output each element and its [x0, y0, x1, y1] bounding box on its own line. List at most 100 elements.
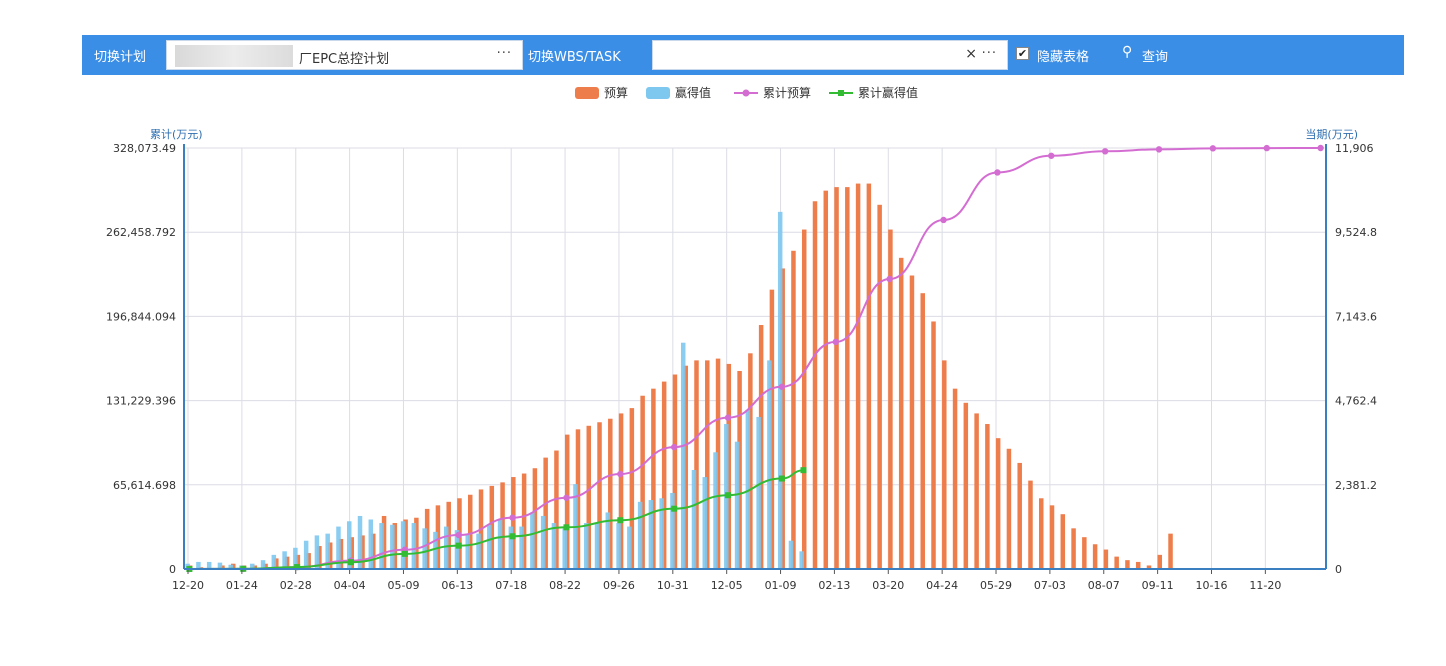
budget-bar — [500, 482, 505, 569]
plan-more-icon[interactable]: ··· — [496, 46, 512, 61]
legend: 预算 赢得值 累计预算 累计赢得值 — [575, 85, 918, 100]
earned-value-bar — [508, 526, 514, 569]
budget-bar — [468, 494, 473, 569]
legend-label: 赢得值 — [675, 85, 711, 100]
budget-bar — [1060, 514, 1066, 569]
earned-value-bar — [702, 477, 708, 569]
budget-bar — [1092, 544, 1098, 569]
x-tick-label: 03-20 — [872, 579, 904, 592]
cumulative-earned-value-point — [455, 542, 462, 549]
budget-bar — [672, 374, 678, 569]
cumulative-budget-point — [940, 216, 947, 224]
budget-bar — [424, 508, 430, 569]
cumulative-budget-point — [886, 275, 893, 283]
hide-table-label: 隐藏表格 — [1037, 50, 1090, 65]
budget-bar — [985, 424, 990, 569]
query-button[interactable]: 查询 — [1142, 50, 1169, 65]
budget-bar — [1071, 528, 1076, 569]
wbs-more-icon[interactable]: ··· — [981, 46, 997, 61]
legend-swatch — [575, 87, 599, 99]
cumulative-budget-point — [724, 414, 732, 421]
budget-bar — [1103, 549, 1109, 569]
budget-bar — [942, 360, 947, 569]
legend-marker — [838, 90, 844, 96]
plan-select[interactable]: 厂EPC总控计划 ··· — [166, 40, 523, 70]
budget-bar — [737, 370, 742, 569]
budget-bar — [1135, 561, 1141, 569]
budget-bar — [371, 533, 376, 569]
budget-bar — [511, 477, 516, 569]
cumulative-earned-value-point — [563, 524, 570, 531]
earned-value-bar — [228, 564, 233, 569]
hide-table-checkbox[interactable]: ✔ — [1016, 47, 1029, 60]
cumulative-earned-value-point — [509, 533, 516, 540]
y-right-tick-label: 9,524.8 — [1335, 226, 1377, 239]
earned-value-bar — [767, 360, 772, 569]
budget-bar — [640, 395, 645, 569]
y-right-tick-label: 4,762.4 — [1335, 395, 1377, 408]
budget-bar — [306, 553, 311, 569]
x-tick-label: 12-05 — [711, 579, 743, 592]
cumulative-budget-point — [1317, 144, 1324, 152]
earned-value-bar — [713, 452, 718, 569]
cumulative-budget-point — [1209, 145, 1217, 152]
x-tick-label: 08-22 — [549, 579, 581, 592]
earned-value-bar — [616, 523, 621, 569]
budget-bar — [780, 268, 785, 569]
earned-value-bar — [400, 521, 406, 569]
x-tick-label: 07-03 — [1034, 579, 1066, 592]
budget-bar — [1146, 565, 1152, 569]
redacted-plan-name — [175, 45, 293, 67]
earned-value-bar — [293, 547, 298, 569]
axes: 0 65,614.698 131,229.396 196,844.094 262,458… — [106, 142, 1377, 592]
budget-bar — [489, 485, 495, 569]
toolbar: 切换计划 厂EPC总控计划 ··· 切换WBS/TASK × ··· ✔ 隐藏表… — [82, 35, 1404, 75]
budget-bar — [801, 229, 807, 570]
budget-bar — [705, 360, 710, 569]
budget-bar — [683, 365, 688, 569]
earned-value-bar — [540, 515, 546, 569]
bars — [185, 183, 1173, 570]
search-icon[interactable]: ⚲ — [1122, 44, 1133, 60]
budget-bar — [349, 537, 354, 569]
budget-bar — [855, 183, 861, 569]
cumulative-budget-point — [509, 514, 516, 521]
budget-bar — [1125, 560, 1130, 569]
budget-bar — [769, 289, 775, 569]
budget-bar — [791, 250, 796, 570]
earned-value-bar — [562, 528, 567, 569]
budget-bar — [888, 229, 893, 570]
budget-bar — [1168, 533, 1173, 569]
earned-value-bar — [422, 528, 427, 569]
earned-value-bar — [443, 526, 449, 569]
budget-bar — [845, 187, 850, 569]
cumulative-budget-point — [994, 169, 1001, 176]
budget-bar — [877, 204, 882, 569]
earned-value-bar — [433, 531, 438, 569]
clear-icon[interactable]: × — [965, 46, 977, 62]
legend-label: 预算 — [604, 85, 628, 100]
earned-value-bar — [260, 560, 266, 569]
budget-bar — [952, 388, 958, 569]
cumulative-earned-value-point — [778, 475, 785, 482]
y-right-tick-label: 2,381.2 — [1335, 479, 1377, 492]
budget-bar — [403, 519, 408, 569]
budget-bar — [1157, 554, 1163, 569]
budget-bar — [758, 325, 764, 569]
budget-bar — [317, 546, 322, 569]
x-tick-label: 02-13 — [818, 579, 850, 592]
y-left-tick-label: 328,073.49 — [113, 142, 176, 155]
earned-value-bar — [745, 409, 751, 569]
earned-value-bar — [519, 526, 524, 569]
budget-bar — [1039, 498, 1044, 569]
earned-value-bar — [530, 512, 535, 569]
budget-bar — [1017, 462, 1022, 569]
x-tick-label: 05-09 — [387, 579, 419, 592]
wbs-select[interactable]: × ··· — [652, 40, 1008, 70]
budget-bar — [252, 565, 258, 569]
legend-marker — [742, 89, 750, 97]
budget-bar — [532, 468, 538, 569]
x-tick-label: 12-20 — [172, 579, 204, 592]
budget-bar — [1049, 505, 1055, 569]
